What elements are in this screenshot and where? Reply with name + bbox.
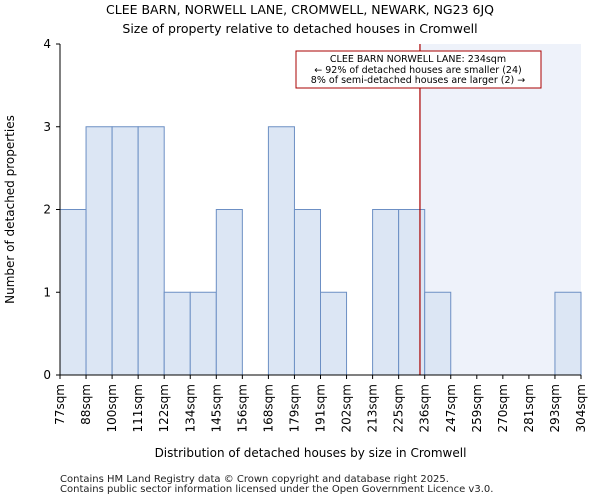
bar-213sqm: [372, 209, 400, 376]
annotation-line-3: 8% of semi-detached houses are larger (2…: [311, 75, 525, 86]
bar-134sqm: [189, 291, 217, 376]
x-tick-label: 168sqm: [261, 384, 275, 432]
bar-236sqm: [424, 291, 452, 376]
bar-191sqm: [320, 291, 348, 376]
x-tick-label: 156sqm: [235, 384, 249, 432]
annotation-line-2: ← 92% of detached houses are smaller (24…: [314, 65, 521, 76]
chart-title: CLEE BARN, NORWELL LANE, CROMWELL, NEWAR…: [106, 2, 494, 17]
x-ticks: 77sqm 88sqm 100sqm 111sqm 122sqm 134sqm 145sqm…: [53, 375, 588, 432]
x-tick-label: 88sqm: [79, 384, 93, 425]
x-tick-label: 111sqm: [131, 384, 145, 432]
footer-line-1: Contains HM Land Registry data © Crown c…: [60, 474, 449, 485]
bar-168sqm: [267, 126, 295, 376]
x-tick-label: 191sqm: [314, 384, 328, 432]
x-tick-label: 134sqm: [183, 384, 197, 432]
x-tick-label: 259sqm: [470, 384, 484, 432]
bar-88sqm: [85, 126, 113, 376]
y-tick-label: 1: [43, 285, 51, 299]
x-tick-label: 236sqm: [418, 384, 432, 432]
x-tick-label: 202sqm: [340, 384, 354, 432]
bars-group: [59, 126, 582, 376]
x-tick-label: 213sqm: [366, 384, 380, 432]
x-axis-label: Distribution of detached houses by size …: [155, 446, 467, 460]
x-tick-label: 225sqm: [392, 384, 406, 432]
bar-179sqm: [293, 209, 322, 376]
y-ticks: 0 1 2 3 4: [43, 37, 60, 382]
x-tick-label: 247sqm: [444, 384, 458, 432]
x-tick-label: 281sqm: [522, 384, 536, 432]
x-tick-label: 270sqm: [496, 384, 510, 432]
x-tick-label: 179sqm: [287, 384, 301, 432]
x-tick-label: 304sqm: [574, 384, 588, 432]
x-tick-label: 100sqm: [105, 384, 119, 432]
x-tick-label: 293sqm: [548, 384, 562, 432]
y-tick-label: 2: [43, 203, 51, 217]
x-tick-label: 122sqm: [157, 384, 171, 432]
y-tick-label: 0: [43, 368, 51, 382]
annotation-line-1: CLEE BARN NORWELL LANE: 234sqm: [330, 54, 506, 65]
chart-subtitle: Size of property relative to detached ho…: [122, 21, 478, 36]
bar-77sqm: [59, 209, 87, 376]
bar-122sqm: [163, 291, 191, 376]
annotation-frame: [295, 50, 542, 89]
y-tick-label: 3: [43, 120, 51, 134]
bar-293sqm: [554, 291, 582, 376]
x-tick-label: 145sqm: [209, 384, 223, 432]
x-tick-label: 77sqm: [53, 384, 67, 425]
annotation-box: CLEE BARN NORWELL LANE: 234sqm ← 92% of …: [295, 50, 542, 89]
bar-111sqm: [137, 126, 165, 376]
footer-line-2: Contains public sector information licen…: [60, 484, 494, 495]
bar-100sqm: [111, 126, 139, 376]
bar-225sqm: [398, 209, 426, 376]
y-tick-label: 4: [43, 37, 51, 51]
bar-145sqm: [215, 209, 243, 376]
y-axis-label: Number of detached properties: [3, 115, 17, 304]
